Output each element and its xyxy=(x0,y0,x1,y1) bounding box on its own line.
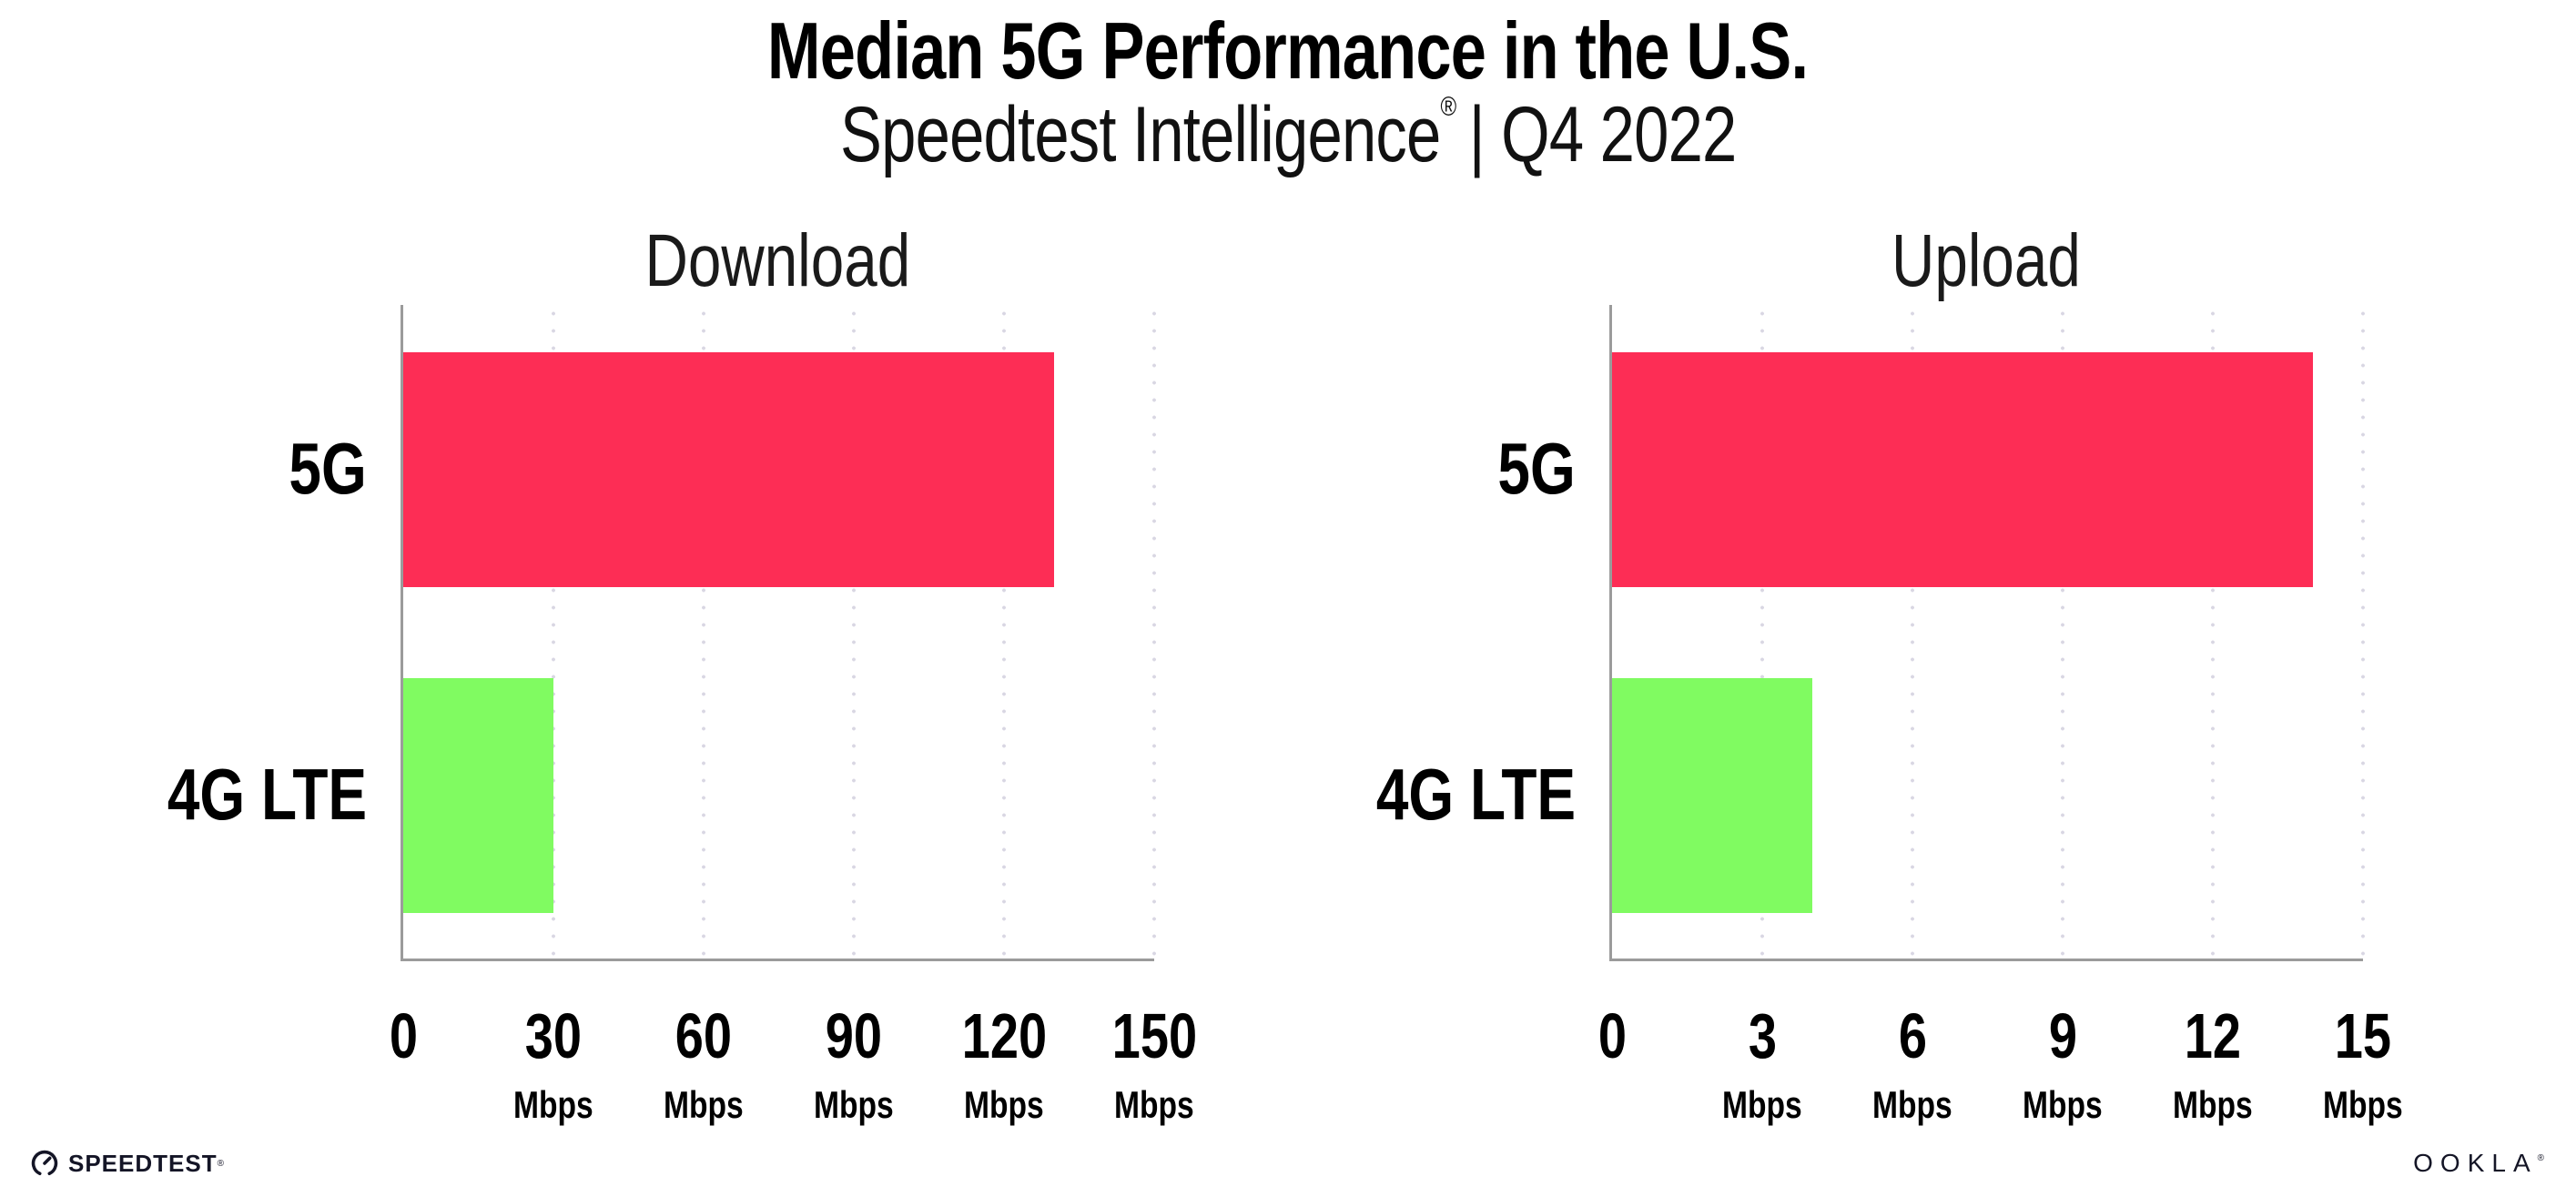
subtitle-brand: Speedtest Intelligence xyxy=(839,91,1441,178)
download-tick-unit-120: Mbps xyxy=(867,1086,1141,1124)
download-tick-inner-150: 150 Mbps xyxy=(1018,1004,1291,1124)
upload-tick-label-3: 3 xyxy=(1626,1004,1899,1068)
upload-tick-unit-text: Mbps xyxy=(1872,1083,1952,1126)
download-tick-value: 0 xyxy=(389,1000,418,1071)
speedtest-logo: SPEEDTEST ® xyxy=(30,1143,224,1183)
download-tick-inner-60: 60 Mbps xyxy=(567,1004,840,1124)
upload-tick-value: 6 xyxy=(1898,1000,1927,1071)
upload-tick-unit-6: Mbps xyxy=(1776,1086,2049,1124)
download-tick-unit-text: Mbps xyxy=(513,1083,593,1126)
download-plot: 0 30 Mbps 60 Mbps 90 Mbps 120 Mbps 150 Mbps 5G 4G LT… xyxy=(167,305,1197,1124)
download-tick-label-0: 0 xyxy=(267,1004,540,1068)
download-tick-label-60: 60 xyxy=(567,1004,840,1068)
upload-tick-unit-15: Mbps xyxy=(2226,1086,2500,1124)
upload-tick-label-12: 12 xyxy=(2076,1004,2349,1068)
upload-tick-unit-9: Mbps xyxy=(1926,1086,2199,1124)
download-tick-unit-text: Mbps xyxy=(664,1083,744,1126)
upload-chart-title: Upload xyxy=(1891,219,2081,302)
upload-tick-inner-6: 6 Mbps xyxy=(1776,1004,2049,1124)
ookla-logo: OOKLA® xyxy=(2413,1143,2544,1177)
download-category-label-5g: 5G xyxy=(0,428,367,509)
upload-tick-inner-3: 3 Mbps xyxy=(1626,1004,1899,1124)
download-tick-value: 120 xyxy=(961,1000,1047,1071)
upload-category-text-4g-lte: 4G LTE xyxy=(1375,754,1576,835)
page-subtitle-text: Speedtest Intelligence® | Q4 2022 xyxy=(839,91,1737,178)
upload-tick-unit-text: Mbps xyxy=(2173,1083,2253,1126)
download-tick-label-120: 120 xyxy=(867,1004,1141,1068)
download-gridline-150 xyxy=(1152,305,1156,959)
upload-tick-inner-12: 12 Mbps xyxy=(2076,1004,2349,1124)
download-tick-inner-30: 30 Mbps xyxy=(417,1004,690,1124)
upload-bar-5g xyxy=(1612,352,2313,587)
upload-tick-value: 9 xyxy=(2048,1000,2077,1071)
page-title: Median 5G Performance in the U.S. xyxy=(0,5,2576,96)
download-tick-unit-30: Mbps xyxy=(417,1086,690,1124)
upload-tick-unit-text: Mbps xyxy=(2023,1083,2103,1126)
download-bar-4g-lte xyxy=(403,678,553,913)
download-tick-inner-0: 0 xyxy=(267,1004,540,1068)
download-tick-value: 60 xyxy=(674,1000,733,1071)
upload-category-label-5g: 5G xyxy=(1102,428,1576,509)
page-title-text: Median 5G Performance in the U.S. xyxy=(767,5,1809,96)
upload-tick-value: 15 xyxy=(2334,1000,2392,1071)
upload-tick-inner-9: 9 Mbps xyxy=(1926,1004,2199,1124)
download-tick-label-90: 90 xyxy=(717,1004,990,1068)
upload-tick-value: 12 xyxy=(2184,1000,2242,1071)
download-tick-value: 30 xyxy=(524,1000,583,1071)
download-category-text-5g: 5G xyxy=(289,428,367,509)
upload-tick-unit-12: Mbps xyxy=(2076,1086,2349,1124)
download-category-text-4g-lte: 4G LTE xyxy=(167,754,367,835)
upload-tick-label-6: 6 xyxy=(1776,1004,2049,1068)
download-tick-label-30: 30 xyxy=(417,1004,690,1068)
download-tick-inner-120: 120 Mbps xyxy=(867,1004,1141,1124)
upload-tick-unit-3: Mbps xyxy=(1626,1086,1899,1124)
upload-tick-inner-15: 15 Mbps xyxy=(2226,1004,2500,1124)
subtitle-period: | Q4 2022 xyxy=(1468,91,1737,178)
speedtest-wordmark: SPEEDTEST xyxy=(68,1149,218,1177)
upload-tick-value: 0 xyxy=(1597,1000,1627,1071)
upload-tick-label-0: 0 xyxy=(1476,1004,1749,1068)
download-bar-5g xyxy=(403,352,1054,587)
speedtest-gauge-icon xyxy=(31,1150,58,1176)
download-tick-unit-60: Mbps xyxy=(567,1086,840,1124)
download-tick-unit-text: Mbps xyxy=(964,1083,1044,1126)
upload-tick-inner-0: 0 xyxy=(1476,1004,1749,1068)
ookla-wordmark: OOKLA xyxy=(2413,1149,2538,1177)
upload-tick-label-9: 9 xyxy=(1926,1004,2199,1068)
download-tick-unit-90: Mbps xyxy=(717,1086,990,1124)
download-tick-value: 90 xyxy=(825,1000,883,1071)
upload-bar-4g-lte xyxy=(1612,678,1812,913)
upload-tick-unit-text: Mbps xyxy=(1722,1083,1802,1126)
speedtest-trademark: ® xyxy=(217,1158,224,1169)
download-tick-unit-text: Mbps xyxy=(1114,1083,1194,1126)
registered-mark: ® xyxy=(1440,92,1456,122)
upload-tick-unit-text: Mbps xyxy=(2323,1083,2403,1126)
download-tick-value: 150 xyxy=(1111,1000,1197,1071)
download-tick-inner-90: 90 Mbps xyxy=(717,1004,990,1124)
upload-gridline-15 xyxy=(2361,305,2365,959)
download-tick-unit-text: Mbps xyxy=(814,1083,894,1126)
upload-plot: 0 3 Mbps 6 Mbps 9 Mbps 12 Mbps 15 Mbps 5G 4G LTE xyxy=(1376,305,2403,1124)
download-chart-title: Download xyxy=(644,219,910,302)
page-subtitle: Speedtest Intelligence® | Q4 2022 xyxy=(0,93,2576,176)
upload-category-text-5g: 5G xyxy=(1497,428,1576,509)
upload-tick-value: 3 xyxy=(1748,1000,1777,1071)
upload-tick-label-15: 15 xyxy=(2226,1004,2500,1068)
upload-category-label-4g-lte: 4G LTE xyxy=(1102,754,1576,835)
download-category-label-4g-lte: 4G LTE xyxy=(0,754,367,835)
download-tick-label-150: 150 xyxy=(1018,1004,1291,1068)
ookla-trademark: ® xyxy=(2537,1153,2544,1163)
download-tick-unit-150: Mbps xyxy=(1018,1086,1291,1124)
